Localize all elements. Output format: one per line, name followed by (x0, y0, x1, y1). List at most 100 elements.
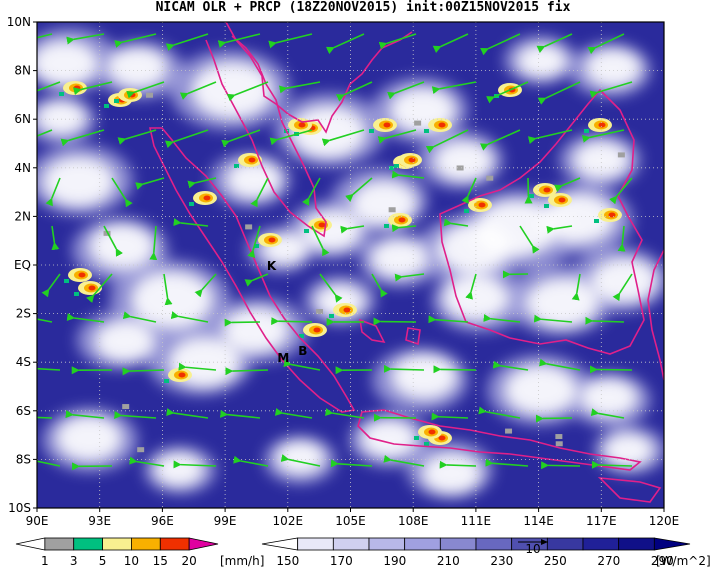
cloud-core (192, 62, 273, 118)
wind-arrow (173, 460, 217, 469)
wind-arrow (269, 129, 313, 146)
precip-light (164, 379, 169, 383)
precip-swatch-low (15, 537, 46, 551)
wind-arrow (302, 177, 321, 206)
wind-arrow (233, 455, 269, 467)
precip-core (428, 429, 436, 435)
wind-arrow (425, 129, 469, 154)
precip-swatch-high (188, 537, 219, 551)
cloud-core (517, 44, 566, 78)
precip-legend-label: 10 (124, 554, 139, 568)
precip-light (104, 104, 109, 108)
precip-light (254, 244, 259, 248)
olr-swatch (546, 537, 584, 551)
wind-arrow (431, 81, 477, 95)
cloud-core (37, 41, 97, 86)
olr-swatch (439, 537, 477, 551)
wind-arrow (73, 81, 113, 96)
station-label: M (277, 351, 289, 365)
wind-vectors (37, 33, 633, 471)
precip-speck (617, 152, 625, 158)
olr-swatch (618, 537, 655, 551)
lat-label: 8N (14, 64, 31, 78)
precip-light (594, 219, 599, 223)
lat-label: 10N (7, 15, 31, 29)
cloud-core (57, 416, 122, 461)
precip-legend-label: 15 (153, 554, 168, 568)
precip-light (114, 99, 119, 103)
precip-light (389, 166, 394, 170)
precip-core (438, 435, 446, 441)
station-label: B (298, 344, 307, 358)
lon-label: 120E (649, 514, 680, 528)
precip-core (128, 92, 136, 98)
wind-arrow (387, 81, 425, 100)
wind-arrow (122, 367, 165, 376)
wind-arrow (187, 177, 217, 189)
precip-core (298, 122, 306, 128)
lon-label: 108E (398, 514, 429, 528)
wind-arrow (378, 33, 417, 50)
wind-arrow (465, 273, 477, 300)
lat-label: 2N (14, 209, 31, 223)
cloud-core (476, 200, 557, 256)
cloud-core (574, 141, 629, 179)
precip-light (544, 204, 549, 208)
precip-core (88, 285, 96, 291)
borneo-coast (439, 88, 645, 355)
precip-swatch (159, 537, 190, 551)
lat-label: 10S (8, 501, 31, 515)
precip-speck (315, 309, 323, 315)
precip-core (398, 217, 406, 223)
precip-swatch (44, 537, 75, 551)
cloud-core (43, 157, 114, 206)
precip-legend-label: 20 (182, 554, 197, 568)
lat-label: 2S (16, 307, 31, 321)
sulawesi-coast (647, 249, 664, 381)
wind-arrow (439, 460, 477, 469)
lat-lon-grid (37, 22, 664, 508)
lon-label: 111E (461, 514, 492, 528)
precip-core (203, 195, 211, 201)
wind-arrow (219, 409, 261, 419)
cloud-core (37, 101, 86, 135)
wind-arrow (432, 33, 469, 54)
precip-speck (146, 92, 154, 98)
precip-speck (137, 447, 145, 453)
wind-arrow (519, 225, 540, 254)
wind-arrow (591, 460, 633, 469)
wind-arrow (37, 416, 53, 419)
precip-speck (103, 230, 111, 236)
precip-light (384, 224, 389, 228)
precip-legend-label: 3 (70, 554, 78, 568)
precip-light (584, 129, 589, 133)
wind-arrow (428, 315, 469, 324)
wind-arrow (536, 33, 573, 53)
wind-arrow (45, 177, 61, 207)
precip-core (408, 157, 416, 163)
wind-arrow (538, 358, 581, 371)
precip-speck (388, 207, 396, 213)
wind-arrow (117, 129, 157, 145)
olr-swatch (404, 537, 441, 551)
wind-arrow (554, 177, 581, 193)
malaysia-coast (205, 35, 327, 238)
wind-arrow (37, 318, 53, 323)
wind-arrow (173, 218, 209, 227)
wind-arrow (391, 170, 425, 179)
cloud-core (422, 453, 481, 494)
precip-core (383, 122, 391, 128)
precip-light (234, 164, 239, 168)
wind-arrow (612, 273, 633, 302)
wind-arrow (537, 81, 581, 105)
cloud-core (361, 420, 416, 458)
wind-arrow (571, 273, 581, 301)
wind-arrow (271, 317, 313, 326)
precip-speck (456, 165, 464, 171)
wind-arrow (283, 359, 321, 371)
precip-light (299, 334, 304, 338)
olr-legend-label: 290 (651, 554, 674, 568)
wind-arrow (60, 129, 105, 147)
precip-speck (486, 175, 494, 181)
